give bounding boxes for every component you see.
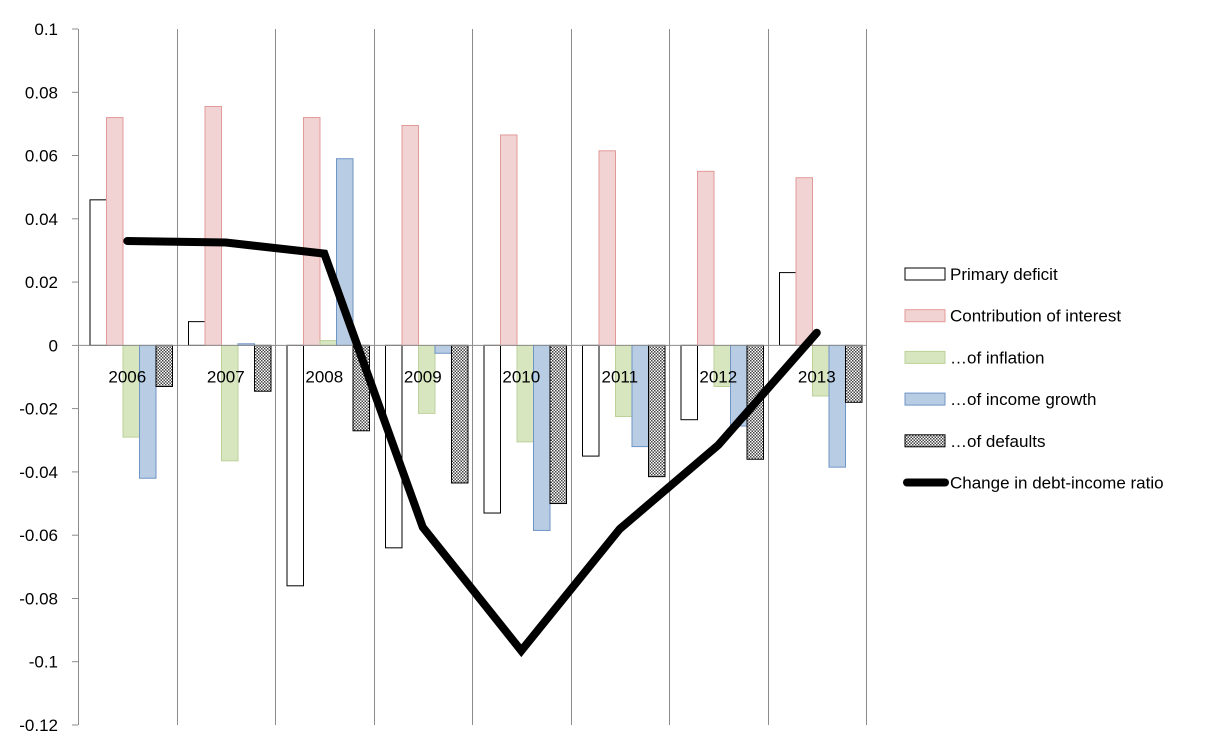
x-tick-labels: 2006 2007 2008 2009 2010 2011 2012 2013 [108, 367, 835, 386]
bar-primary-deficit-2012 [680, 344, 698, 421]
x-tick-label-2009: 2009 [404, 367, 442, 386]
bar-primary-deficit-2007 [188, 321, 206, 346]
y-tick-label: 0.04 [25, 210, 58, 229]
bar-primary-deficit-2013 [779, 272, 797, 346]
legend-label-of-inflation: …of inflation [950, 348, 1045, 367]
bar-primary-deficit-2008 [286, 344, 304, 587]
bar-of-defaults-2007 [254, 344, 272, 392]
legend-label-contribution-of-interest: Contribution of interest [950, 307, 1121, 326]
y-tick-labels: 0.1 0.08 0.06 0.04 0.02 0 -0.02 -0.04 -0.06 -0.08… [19, 20, 58, 735]
y-tick-label: -0.12 [19, 716, 58, 735]
bar-contribution-of-interest-2012 [697, 170, 715, 346]
bar-contribution-of-interest-2007 [204, 106, 222, 346]
axes-layer [72, 28, 866, 726]
bar-of-inflation-2007 [221, 344, 239, 462]
bar-of-defaults-2010 [549, 344, 567, 505]
bar-of-income-growth-2009 [434, 344, 452, 354]
y-tick-label: -0.1 [29, 653, 58, 672]
legend-swatch-of-inflation [904, 350, 946, 364]
line-change-in-debt-income-ratio [123, 237, 821, 658]
bar-contribution-of-interest-2008 [303, 117, 321, 346]
grid-layer [177, 29, 867, 725]
line-layer [123, 237, 821, 658]
legend-swatch-of-defaults [904, 434, 946, 448]
bar-contribution-of-interest-2010 [500, 134, 518, 346]
bar-of-inflation-2008 [319, 340, 337, 346]
bar-of-income-growth-2011 [631, 344, 649, 448]
y-tick-label: -0.08 [19, 590, 58, 609]
y-tick-label: 0.08 [25, 83, 58, 102]
bar-of-defaults-2011 [648, 344, 666, 478]
bar-primary-deficit-2006 [89, 199, 107, 346]
y-tick-label: -0.04 [19, 463, 58, 482]
bar-of-defaults-2006 [155, 344, 173, 387]
legend-label-of-defaults: …of defaults [950, 432, 1045, 451]
bar-of-inflation-2010 [516, 344, 534, 443]
bar-contribution-of-interest-2009 [401, 124, 419, 346]
bar-contribution-of-interest-2011 [598, 150, 616, 346]
x-tick-label-2011: 2011 [602, 367, 639, 386]
y-tick-label: -0.06 [19, 526, 58, 545]
legend-swatch-primary-deficit [904, 267, 946, 281]
bar-of-income-growth-2006 [139, 344, 157, 479]
x-tick-label-2007: 2007 [207, 367, 245, 386]
bar-primary-deficit-2010 [483, 344, 501, 514]
bar-contribution-of-interest-2006 [106, 117, 124, 346]
legend-swatch-contribution-of-interest [904, 309, 946, 323]
legend: Primary deficit Contribution of interest …… [903, 265, 1164, 493]
y-tick-label: -0.02 [19, 400, 58, 419]
bar-of-defaults-2009 [451, 344, 469, 484]
x-tick-label-2012: 2012 [699, 367, 737, 386]
bars-layer [89, 106, 863, 587]
legend-label-of-income-growth: …of income growth [950, 390, 1096, 409]
y-tick-label: 0 [49, 336, 58, 355]
y-tick-label: 0.06 [25, 147, 58, 166]
x-tick-label-2006: 2006 [108, 367, 146, 386]
bar-of-defaults-2013 [845, 344, 863, 403]
bar-of-inflation-2006 [122, 344, 140, 438]
x-tick-label-2010: 2010 [502, 367, 540, 386]
y-tick-label: 0.1 [34, 20, 58, 39]
x-tick-label-2013: 2013 [798, 367, 836, 386]
legend-label-change-in-debt-income-ratio: Change in debt-income ratio [950, 474, 1164, 493]
legend-label-primary-deficit: Primary deficit [950, 265, 1058, 284]
bar-of-income-growth-2013 [828, 344, 846, 468]
x-tick-label-2008: 2008 [305, 367, 343, 386]
y-tick-label: 0.02 [25, 273, 58, 292]
bar-contribution-of-interest-2013 [795, 177, 813, 346]
bar-primary-deficit-2011 [582, 344, 600, 457]
legend-swatch-of-income-growth [904, 392, 946, 406]
